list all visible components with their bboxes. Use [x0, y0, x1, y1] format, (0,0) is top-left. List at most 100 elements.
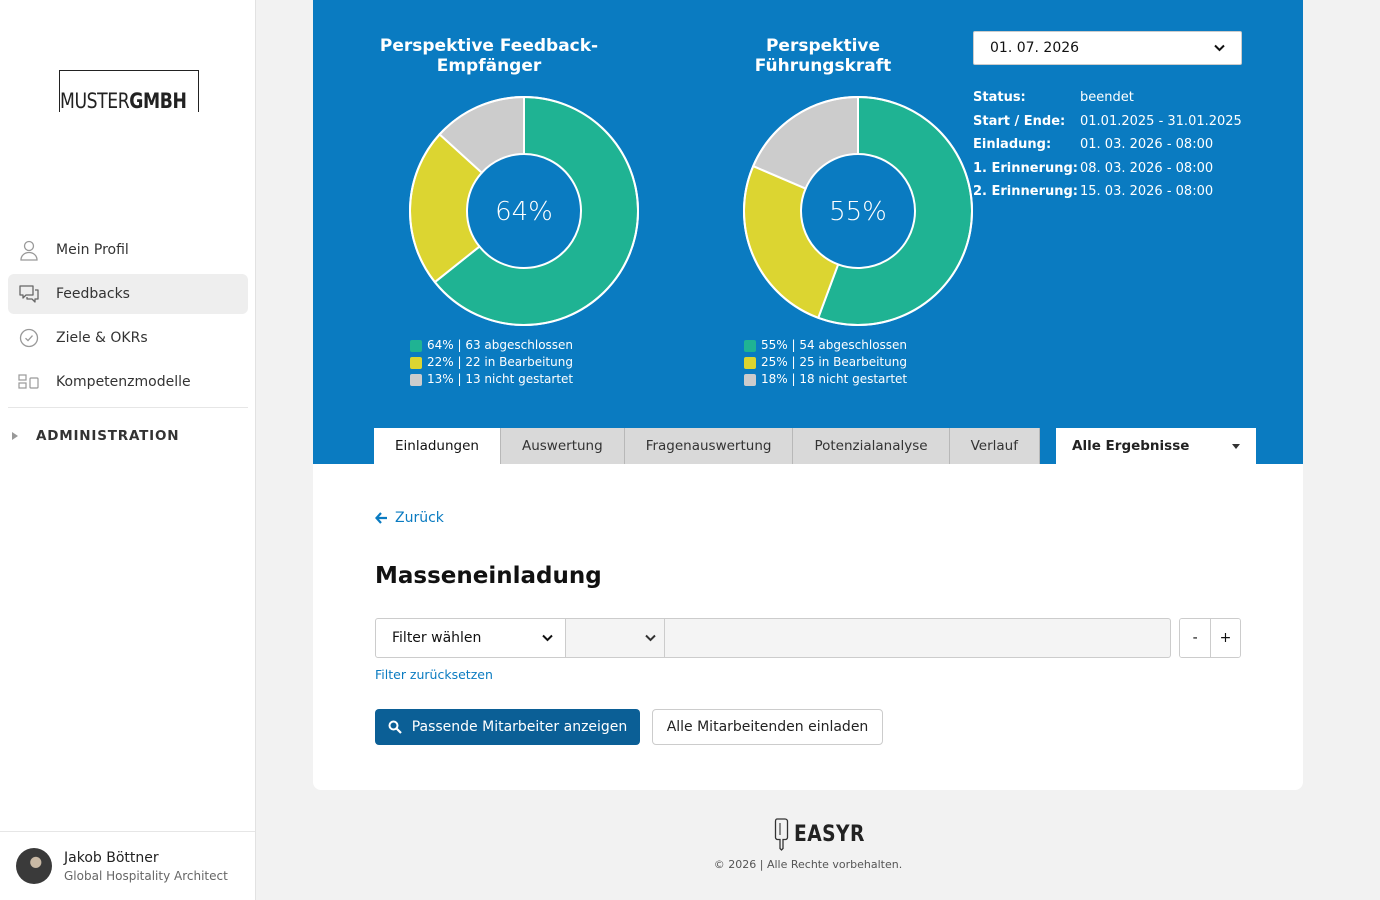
user-profile[interactable]: Jakob Böttner Global Hospitality Archite… [0, 831, 255, 900]
main-nav: Mein Profil Feedbacks Ziele & OKRs Kompe… [8, 230, 248, 406]
easyr-logo-text: EASYR [794, 821, 865, 847]
chevron-down-icon [541, 634, 553, 642]
filter-row: Filter wählen - + [375, 618, 1242, 658]
info-value: 01. 03. 2026 - 08:00 [1080, 137, 1214, 153]
chart-title: Perspektive Feedback- Empfänger [349, 36, 629, 76]
info-row: 2. Erinnerung: 15. 03. 2026 - 08:00 [973, 180, 1242, 204]
info-value: beendet [1080, 90, 1134, 106]
info-value: 15. 03. 2026 - 08:00 [1080, 184, 1214, 200]
chevron-down-icon [645, 634, 657, 642]
chart-title: Perspektive Führungskraft [683, 36, 963, 76]
logo-text-light: MUSTER [60, 89, 130, 113]
easyr-logo-icon [774, 818, 789, 851]
chat-icon [18, 283, 40, 305]
company-logo[interactable]: MUSTERGMBH [59, 70, 199, 112]
legend-label: 64% | 63 abgeschlossen [427, 338, 574, 352]
reset-filter-link[interactable]: Filter zurücksetzen [375, 667, 493, 682]
sidebar-item-label: Kompetenzmodelle [56, 374, 191, 390]
survey-info: Status: beendet Start / Ende: 01.01.2025 -… [973, 86, 1242, 204]
info-value: 08. 03. 2026 - 08:00 [1080, 160, 1214, 176]
period-select[interactable]: 01. 07. 2026 [973, 31, 1242, 65]
tab-potenzialanalyse[interactable]: Potenzialanalyse [793, 428, 950, 464]
user-role: Global Hospitality Architect [64, 869, 228, 883]
button-label: Passende Mitarbeiter anzeigen [411, 719, 628, 735]
copyright: © 2026 | Alle Rechte vorbehalten. [713, 858, 903, 871]
sidebar-item-kompetenzmodelle[interactable]: Kompetenzmodelle [8, 362, 248, 402]
slice-in-progress [743, 164, 840, 320]
info-key: Status: [973, 90, 1026, 106]
donut-center-label: 55% [829, 197, 887, 227]
legend-label: 18% | 18 nicht gestartet [761, 372, 908, 386]
donut-chart: 55% [743, 95, 973, 326]
sidebar-item-label: Mein Profil [56, 242, 129, 258]
sidebar-item-administration[interactable]: ADMINISTRATION [12, 428, 179, 444]
chart-title-line2: Führungskraft [754, 56, 892, 76]
legend-label: 55% | 54 abgeschlossen [761, 338, 908, 352]
user-icon [18, 239, 40, 261]
show-matching-employees-button[interactable]: Passende Mitarbeiter anzeigen [375, 709, 640, 745]
legend-swatch [410, 373, 422, 386]
tab-auswertung[interactable]: Auswertung [500, 428, 625, 464]
info-row: Status: beendet [973, 86, 1242, 110]
filter-value-select[interactable] [565, 618, 666, 658]
sidebar-item-label: Feedbacks [56, 286, 130, 302]
arrow-left-icon [375, 512, 387, 524]
legend-item-not-started: 18% | 18 nicht gestartet [744, 371, 907, 388]
filter-select[interactable]: Filter wählen [375, 618, 566, 658]
legend-item-in-progress: 22% | 22 in Bearbeitung [410, 354, 573, 371]
legend-item-in-progress: 25% | 25 in Bearbeitung [744, 354, 907, 371]
filter-text-input[interactable] [665, 618, 1172, 658]
add-filter-button[interactable]: + [1210, 619, 1241, 657]
donut-outline [743, 96, 973, 326]
sidebar: MUSTERGMBH Mein Profil Feedbacks Ziele &… [0, 0, 256, 900]
tab-einladungen[interactable]: Einladungen [374, 428, 501, 464]
page-title: Masseneinladung [375, 563, 602, 589]
filter-select-value: Filter wählen [392, 630, 482, 646]
results-dropdown[interactable]: Alle Ergebnisse [1056, 428, 1256, 464]
legend-swatch [410, 339, 422, 352]
sidebar-item-ziele-okrs[interactable]: Ziele & OKRs [8, 318, 248, 358]
info-key: 2. Erinnerung: [973, 184, 1079, 200]
info-row: Einladung: 01. 03. 2026 - 08:00 [973, 133, 1242, 157]
period-select-value: 01. 07. 2026 [990, 40, 1080, 56]
remove-filter-button[interactable]: - [1180, 619, 1211, 657]
legend-item-not-started: 13% | 13 nicht gestartet [410, 371, 573, 388]
legend-item-done: 55% | 54 abgeschlossen [744, 337, 907, 354]
sidebar-item-mein-profil[interactable]: Mein Profil [8, 230, 248, 270]
invite-all-button[interactable]: Alle Mitarbeitenden einladen [652, 709, 883, 745]
legend-swatch [410, 356, 422, 369]
caret-right-icon [12, 432, 18, 440]
info-key: 1. Erinnerung: [973, 160, 1079, 176]
legend-label: 25% | 25 in Bearbeitung [761, 355, 907, 369]
chart-title-line2: Empfänger [436, 56, 542, 76]
logo-text-bold: GMBH [129, 89, 187, 113]
admin-label: ADMINISTRATION [36, 428, 180, 444]
tab-bar: Einladungen Auswertung Fragenauswertung … [374, 428, 1040, 464]
avatar [16, 848, 52, 884]
tab-fragenauswertung[interactable]: Fragenauswertung [624, 428, 794, 464]
back-link-label: Zurück [395, 510, 444, 526]
legend-swatch [744, 339, 756, 352]
donut-outline [409, 96, 639, 326]
easyr-logo: EASYR [772, 817, 877, 851]
legend-label: 13% | 13 nicht gestartet [427, 372, 574, 386]
legend-swatch [744, 373, 756, 386]
blocks-icon [18, 371, 40, 393]
donut-chart: 64% [409, 95, 639, 326]
main-card: Perspektive Feedback- Empfänger 64% 64% … [313, 0, 1303, 790]
info-key: Einladung: [973, 137, 1052, 153]
sidebar-item-feedbacks[interactable]: Feedbacks [8, 274, 248, 314]
back-link[interactable]: Zurück [375, 510, 444, 526]
search-icon [388, 720, 402, 734]
chart-title-line1: Perspektive [765, 36, 881, 56]
legend-item-done: 64% | 63 abgeschlossen [410, 337, 573, 354]
chevron-down-icon [1214, 44, 1225, 52]
info-value: 01.01.2025 - 31.01.2025 [1080, 113, 1242, 129]
info-key: Start / Ende: [973, 113, 1066, 129]
results-dropdown-value: Alle Ergebnisse [1072, 438, 1190, 454]
chart-legend: 55% | 54 abgeschlossen 25% | 25 in Bearb… [744, 337, 907, 388]
tab-verlauf[interactable]: Verlauf [949, 428, 1040, 464]
info-row: Start / Ende: 01.01.2025 - 31.01.2025 [973, 110, 1242, 134]
legend-label: 22% | 22 in Bearbeitung [427, 355, 573, 369]
donut-center-label: 64% [495, 197, 553, 227]
